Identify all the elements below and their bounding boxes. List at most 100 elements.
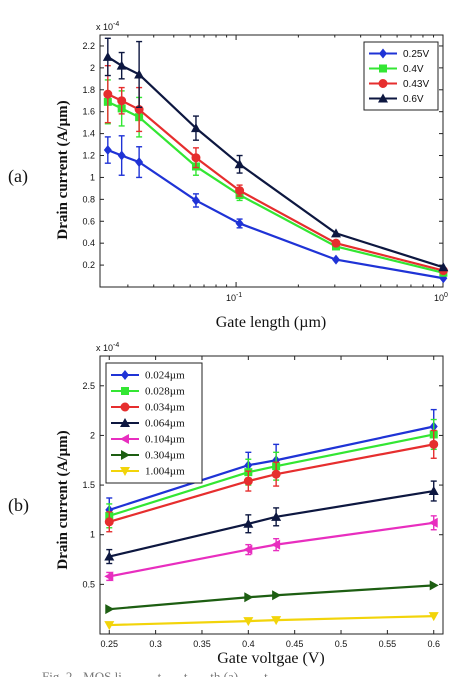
legend-label: 0.104µm bbox=[145, 434, 185, 446]
data-point bbox=[134, 69, 145, 79]
data-point bbox=[135, 157, 144, 168]
y-tick-label: 1.2 bbox=[82, 151, 95, 161]
chart-panel-b: 0.511.522.50.25 0.3 0.35 0.4 0.45 0.5 0.55 0.6 … bbox=[55, 342, 444, 667]
legend-label: 0.024µm bbox=[145, 370, 185, 382]
x-axis-label-a: Gate length (µm) bbox=[216, 314, 327, 331]
series-line bbox=[109, 521, 434, 578]
data-point bbox=[243, 476, 253, 486]
series-line bbox=[107, 93, 444, 272]
legend-marker bbox=[120, 434, 129, 444]
legend-marker bbox=[379, 64, 387, 73]
x-tick-label: 0.6 bbox=[427, 639, 440, 649]
data-point bbox=[271, 539, 281, 550]
series-5 bbox=[104, 515, 438, 582]
data-point bbox=[104, 571, 114, 582]
exponent-label-a: x 10-4 bbox=[96, 21, 119, 32]
series-3 bbox=[104, 429, 439, 533]
legend-marker bbox=[120, 467, 130, 476]
legend-label: 0.064µm bbox=[145, 418, 185, 430]
data-point bbox=[331, 254, 340, 265]
data-point bbox=[191, 153, 201, 163]
data-point bbox=[235, 218, 244, 229]
y-axis-label-b: Drain current (A/µm) bbox=[55, 430, 71, 569]
y-tick-label: 1.6 bbox=[82, 107, 95, 117]
data-point bbox=[331, 238, 341, 248]
y-tick-label: 2.5 bbox=[82, 381, 95, 391]
series-line bbox=[108, 443, 434, 523]
y-axis-label-a: Drain current (A/µm) bbox=[55, 100, 71, 239]
chart-panel-a: 0.2 0.4 0.6 0.8 1 1.2 1.4 1.6 1.8 2 2.2 10-1 100 0.2… bbox=[55, 21, 449, 331]
series-4 bbox=[104, 480, 439, 565]
series-line bbox=[109, 584, 434, 611]
x-tick-label: 0.5 bbox=[335, 639, 348, 649]
legend-label: 0.028µm bbox=[145, 386, 185, 398]
series-7 bbox=[104, 612, 439, 631]
series-4 bbox=[102, 37, 449, 272]
data-point bbox=[234, 159, 245, 169]
legend-label: 1.004µm bbox=[145, 466, 185, 478]
data-point bbox=[116, 60, 127, 70]
legend-marker bbox=[121, 370, 129, 380]
x-tick-label: 0.55 bbox=[379, 639, 397, 649]
legend-label: 0.25V bbox=[403, 49, 429, 60]
legend-label: 0.304µm bbox=[145, 450, 185, 462]
data-point bbox=[103, 89, 113, 99]
y-tick-label: 0.5 bbox=[82, 579, 95, 589]
legend-label: 0.6V bbox=[403, 94, 424, 105]
legend-label: 0.43V bbox=[403, 79, 429, 90]
legend-marker bbox=[120, 402, 130, 412]
data-point bbox=[271, 511, 282, 521]
series-line bbox=[107, 100, 444, 274]
x-axis-label-b: Gate voltgae (V) bbox=[217, 650, 325, 667]
legend-marker bbox=[378, 79, 388, 88]
data-point bbox=[103, 145, 112, 156]
x-tick-label: 0.25 bbox=[101, 639, 119, 649]
y-tick-label: 2 bbox=[90, 430, 95, 440]
series-line bbox=[109, 489, 434, 558]
data-point bbox=[271, 469, 281, 479]
data-point bbox=[330, 228, 341, 238]
panel-label-a: (a) bbox=[8, 166, 28, 187]
series-line bbox=[109, 615, 434, 627]
x-tick-label: 0.35 bbox=[193, 639, 211, 649]
legend-marker bbox=[379, 48, 387, 59]
data-point bbox=[438, 262, 449, 272]
legend-marker bbox=[120, 418, 130, 427]
panel-label-b: (b) bbox=[8, 495, 29, 516]
x-tick-label: 10-1 bbox=[226, 292, 242, 303]
data-point bbox=[428, 517, 438, 528]
data-point bbox=[243, 544, 253, 555]
data-point bbox=[271, 616, 282, 626]
y-tick-label: 1.5 bbox=[82, 480, 95, 490]
y-tick-label: 0.8 bbox=[82, 194, 95, 204]
legend-label: 0.034µm bbox=[145, 402, 185, 414]
y-tick-label: 1.8 bbox=[82, 85, 95, 95]
data-point bbox=[428, 486, 439, 496]
y-tick-label: 0.6 bbox=[82, 216, 95, 226]
y-tick-label: 1 bbox=[90, 172, 95, 182]
data-point bbox=[104, 517, 114, 527]
plot-frame-b bbox=[99, 355, 444, 635]
data-point bbox=[272, 590, 282, 601]
data-point bbox=[104, 551, 115, 561]
series-6 bbox=[105, 580, 439, 615]
legend-marker bbox=[121, 387, 129, 395]
data-point bbox=[428, 612, 439, 622]
data-point bbox=[429, 580, 439, 591]
y-tick-label: 2.2 bbox=[82, 41, 95, 51]
data-point bbox=[117, 96, 127, 106]
data-point bbox=[243, 518, 254, 528]
legend-marker bbox=[121, 450, 130, 460]
plot-frame-a bbox=[99, 34, 444, 288]
x-tick-label: 0.3 bbox=[149, 639, 162, 649]
data-point bbox=[117, 150, 126, 161]
legend-marker bbox=[378, 93, 388, 103]
x-tick-label: 0.45 bbox=[286, 639, 304, 649]
x-tick-label: 0.4 bbox=[242, 639, 255, 649]
data-point bbox=[235, 186, 245, 196]
series-line bbox=[108, 433, 434, 517]
series-line bbox=[108, 425, 434, 511]
y-tick-label: 1 bbox=[90, 530, 95, 540]
data-point bbox=[102, 51, 113, 61]
